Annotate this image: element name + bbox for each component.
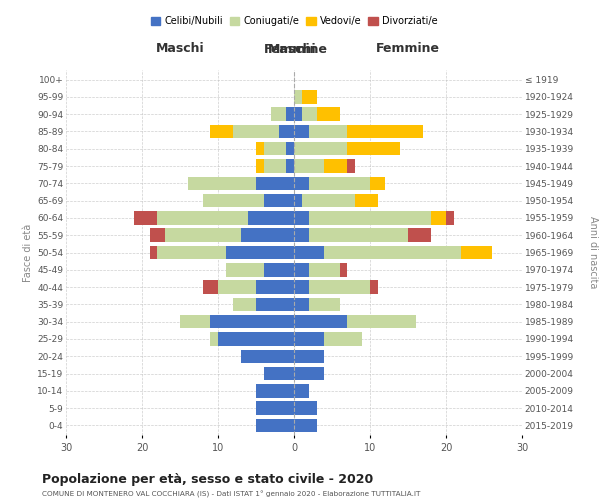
Bar: [263, 160, 286, 173]
Bar: [248, 211, 294, 224]
Bar: [302, 90, 317, 104]
Bar: [461, 246, 491, 259]
Bar: [325, 246, 461, 259]
Bar: [294, 176, 309, 190]
Bar: [347, 160, 355, 173]
Bar: [294, 350, 325, 363]
Text: Femmine: Femmine: [376, 42, 440, 56]
Bar: [294, 194, 302, 207]
Bar: [294, 90, 302, 104]
Bar: [233, 298, 256, 311]
Bar: [226, 246, 294, 259]
Text: COMUNE DI MONTENERO VAL COCCHIARA (IS) - Dati ISTAT 1° gennaio 2020 - Elaborazio: COMUNE DI MONTENERO VAL COCCHIARA (IS) -…: [42, 491, 421, 498]
Bar: [309, 228, 408, 242]
Bar: [218, 332, 294, 345]
Bar: [286, 160, 294, 173]
Bar: [286, 142, 294, 156]
Bar: [294, 418, 317, 432]
Y-axis label: Fasce di età: Fasce di età: [23, 224, 33, 282]
Bar: [294, 332, 325, 345]
Bar: [149, 228, 165, 242]
Bar: [294, 298, 309, 311]
Bar: [325, 160, 347, 173]
Bar: [271, 108, 286, 121]
Bar: [294, 315, 347, 328]
Bar: [294, 263, 309, 276]
Bar: [233, 124, 279, 138]
Bar: [294, 367, 325, 380]
Bar: [263, 142, 286, 156]
Bar: [431, 211, 446, 224]
Bar: [188, 176, 256, 190]
Bar: [355, 194, 377, 207]
Bar: [256, 176, 294, 190]
Bar: [347, 124, 423, 138]
Bar: [294, 280, 309, 294]
Bar: [347, 142, 400, 156]
Bar: [263, 194, 294, 207]
Bar: [263, 263, 294, 276]
Bar: [203, 280, 218, 294]
Bar: [309, 298, 340, 311]
Text: Femmine: Femmine: [264, 43, 328, 56]
Bar: [294, 402, 317, 415]
Bar: [446, 211, 454, 224]
Bar: [294, 246, 325, 259]
Text: Maschi: Maschi: [155, 42, 205, 56]
Bar: [317, 108, 340, 121]
Bar: [294, 384, 309, 398]
Bar: [256, 142, 263, 156]
Bar: [370, 176, 385, 190]
Bar: [309, 263, 340, 276]
Bar: [302, 108, 317, 121]
Bar: [279, 124, 294, 138]
Bar: [408, 228, 431, 242]
Bar: [218, 280, 256, 294]
Bar: [165, 228, 241, 242]
Bar: [302, 194, 355, 207]
Text: Maschi: Maschi: [268, 43, 316, 56]
Bar: [294, 108, 302, 121]
Bar: [309, 280, 370, 294]
Bar: [263, 367, 294, 380]
Bar: [294, 228, 309, 242]
Bar: [241, 228, 294, 242]
Bar: [256, 298, 294, 311]
Legend: Celibi/Nubili, Coniugati/e, Vedovi/e, Divorziati/e: Celibi/Nubili, Coniugati/e, Vedovi/e, Di…: [151, 16, 437, 26]
Bar: [149, 246, 157, 259]
Bar: [256, 418, 294, 432]
Bar: [325, 332, 362, 345]
Bar: [340, 263, 347, 276]
Bar: [180, 315, 211, 328]
Bar: [294, 160, 325, 173]
Bar: [309, 124, 347, 138]
Bar: [286, 108, 294, 121]
Bar: [370, 280, 377, 294]
Bar: [211, 315, 294, 328]
Bar: [211, 124, 233, 138]
Bar: [157, 211, 248, 224]
Bar: [157, 246, 226, 259]
Y-axis label: Anni di nascita: Anni di nascita: [588, 216, 598, 288]
Text: Popolazione per età, sesso e stato civile - 2020: Popolazione per età, sesso e stato civil…: [42, 472, 373, 486]
Bar: [134, 211, 157, 224]
Bar: [294, 211, 309, 224]
Bar: [347, 315, 416, 328]
Bar: [256, 280, 294, 294]
Bar: [256, 402, 294, 415]
Bar: [211, 332, 218, 345]
Bar: [203, 194, 263, 207]
Bar: [294, 142, 347, 156]
Bar: [309, 176, 370, 190]
Bar: [256, 384, 294, 398]
Bar: [294, 124, 309, 138]
Bar: [256, 160, 263, 173]
Bar: [241, 350, 294, 363]
Bar: [309, 211, 431, 224]
Bar: [226, 263, 263, 276]
